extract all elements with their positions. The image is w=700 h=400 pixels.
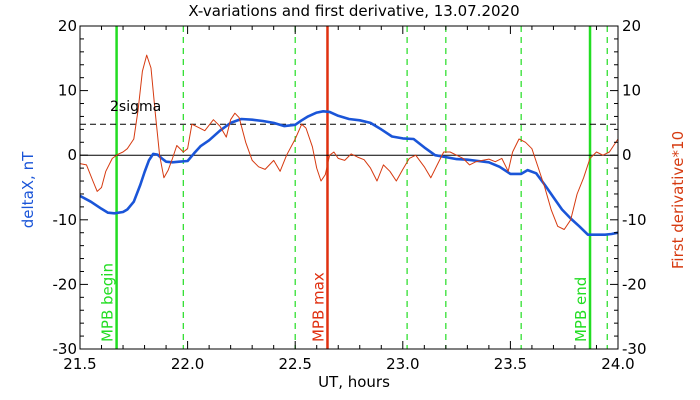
x-tick-label: 22.0 <box>171 355 204 373</box>
x-axis-label: UT, hours <box>318 373 390 391</box>
marker-label: MPB end <box>572 277 590 342</box>
y-tick-label-right: -10 <box>622 211 647 229</box>
y-tick-label-left: -20 <box>53 275 78 293</box>
y-tick-label-left: -10 <box>53 211 78 229</box>
left-axis-label: deltaX, nT <box>19 151 37 228</box>
marker-label: MPB begin <box>99 263 117 342</box>
x-tick-label: 22.5 <box>278 355 311 373</box>
axis-ticks: 21.5 22.0 22.5 23.0 23.5 24.0 20 20 10 10 0 0 -10 -10… <box>53 17 647 373</box>
y-tick-label-right: 0 <box>622 146 632 164</box>
two-sigma-label: 2sigma <box>110 99 161 115</box>
y-tick-label-right: -30 <box>622 340 647 358</box>
x-tick-label: 23.5 <box>494 355 527 373</box>
x-tick-label: 21.5 <box>63 355 96 373</box>
reference-lines <box>80 123 618 156</box>
vertical-markers: MPB begin MPB max MPB end <box>99 26 608 349</box>
derivative-line <box>79 54 619 230</box>
y-tick-label-right: 10 <box>622 82 641 100</box>
data-series <box>79 54 619 236</box>
marker-label: MPB max <box>309 272 327 342</box>
y-tick-label-left: 10 <box>58 82 77 100</box>
plot-frame <box>79 25 619 350</box>
y-tick-label-right: 20 <box>622 17 641 35</box>
x-tick-label: 23.0 <box>386 355 419 373</box>
y-tick-label-left: 20 <box>58 17 77 35</box>
y-tick-label-left: -30 <box>53 340 78 358</box>
deltaX-line <box>79 110 619 236</box>
right-axis-label: First derivative*10 <box>669 131 687 269</box>
y-tick-label-right: -20 <box>622 275 647 293</box>
chart-title: X-variations and first derivative, 13.07… <box>188 2 519 20</box>
y-tick-label-left: 0 <box>67 146 77 164</box>
x-tick-label: 24.0 <box>601 355 634 373</box>
